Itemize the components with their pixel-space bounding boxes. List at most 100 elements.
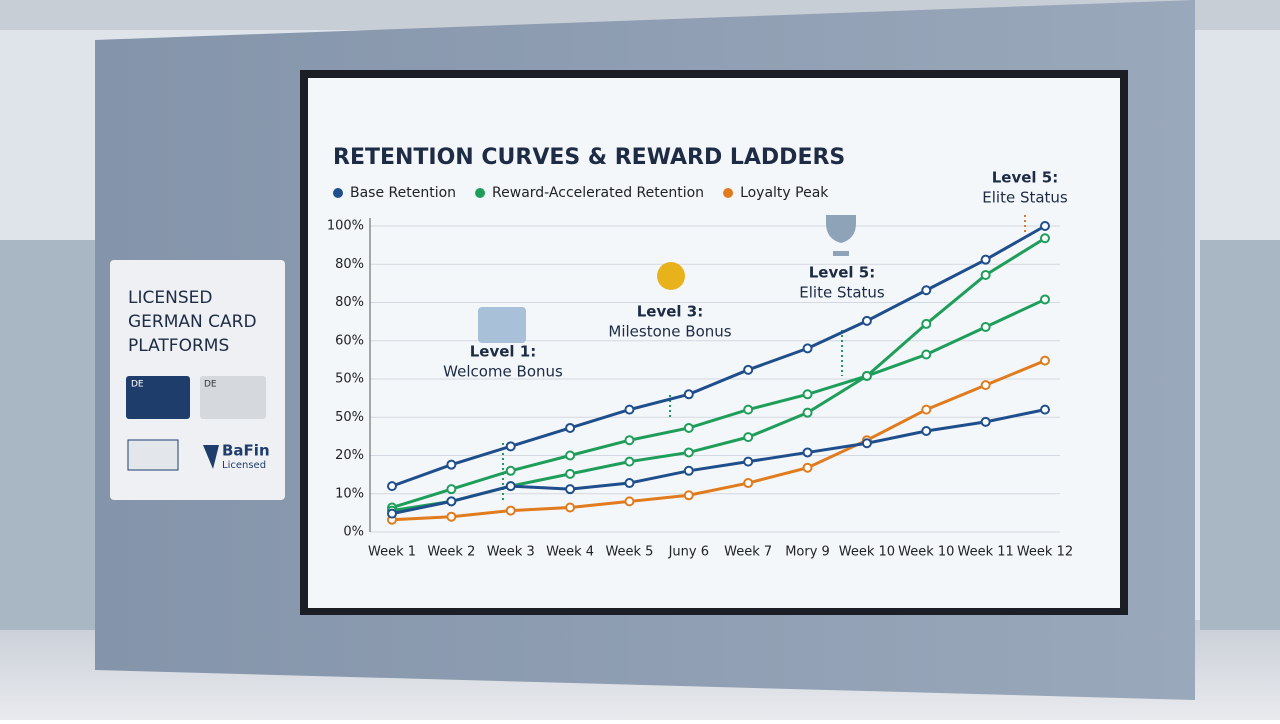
annotation-text: Elite Status [799,284,885,302]
data-point [802,407,813,418]
data-point [683,447,694,458]
data-point [1040,404,1050,415]
data-point [387,508,397,519]
badge-note: Licensed [222,460,266,471]
data-point [1040,233,1050,244]
annotation-text: Welcome Bonus [443,363,563,381]
data-point [624,456,635,467]
legend-marker [333,188,343,198]
legend-marker [475,188,486,198]
badge: BaFin [222,442,270,460]
x-tick-label: Week 10 [898,545,954,560]
card-label: DE [204,380,217,390]
x-tick-label: Week 1 [368,545,416,560]
data-point [980,321,991,332]
x-tick-label: Week 4 [546,545,594,560]
data-point [446,496,457,507]
data-point [505,505,516,516]
series-line [391,359,1046,522]
data-point [802,462,813,473]
data-point [1040,294,1050,305]
data-point [1040,221,1050,231]
data-point [743,404,754,415]
window [0,240,95,630]
data-point [743,456,754,467]
data-point [624,435,635,446]
x-tick-label: Week 5 [605,545,653,560]
data-point [683,422,694,433]
key-icon [478,307,526,343]
data-point [802,389,813,400]
data-point [505,465,516,476]
data-point [861,370,872,381]
card [200,376,266,419]
data-point [683,490,694,501]
data-point [861,438,872,449]
data-point [921,426,932,437]
series-line [391,224,1046,488]
sign-title: LICENSED GERMAN CARD PLATFORMS [128,288,257,356]
data-point [387,481,397,492]
data-point [565,468,576,479]
annotation-text: Milestone Bonus [608,323,731,341]
data-point [565,502,576,513]
y-tick-label: 80% [335,295,364,310]
series-line [391,236,1046,509]
y-tick-label: 50% [335,372,364,387]
y-tick-label: 50% [335,410,364,425]
data-point [921,349,932,360]
data-point [624,478,635,489]
coin-icon [657,262,685,290]
data-point [446,511,457,522]
legend-label: Reward-Accelerated Retention [492,185,704,201]
data-point [980,254,991,265]
x-tick-label: Week 3 [487,545,535,560]
y-tick-label: 80% [335,257,364,272]
x-tick-label: Week 11 [957,545,1013,560]
y-tick-label: 10% [335,486,364,501]
key-icon [127,439,179,471]
data-point [743,432,754,443]
card [126,376,190,419]
annotation-title: Level 3: [637,303,703,321]
x-tick-label: Juny 6 [668,545,709,560]
data-point [565,484,576,495]
data-point [743,478,754,489]
data-point [861,315,872,326]
data-point [921,404,932,415]
legend-label: Base Retention [350,185,456,201]
legend-label: Loyalty Peak [740,185,829,201]
chart-title: RETENTION CURVES & REWARD LADDERS [333,145,845,170]
data-point [624,496,635,507]
x-tick-label: Week 7 [724,545,772,560]
data-point [743,364,754,375]
data-point [505,481,516,492]
data-point [802,343,813,354]
data-point [565,450,576,461]
data-point [980,416,991,427]
series-line [391,408,1046,516]
screen [308,78,1120,608]
data-point [446,484,457,495]
x-tick-label: Mory 9 [785,545,830,560]
data-point [505,441,516,452]
x-tick-label: Week 2 [427,545,475,560]
data-point [624,404,635,415]
y-tick-label: 60% [335,333,364,348]
window [1200,240,1280,630]
data-point [802,447,813,458]
annotation-text: Elite Status [982,189,1068,207]
y-tick-label: 100% [327,219,364,234]
data-point [683,389,694,400]
y-tick-label: 20% [335,448,364,463]
annotation-title: Level 5: [809,264,875,282]
data-point [565,422,576,433]
x-tick-label: Week 12 [1017,545,1073,560]
legend-marker [723,188,734,198]
data-point [683,465,694,476]
trophy-icon [826,215,856,256]
data-point [980,269,991,280]
badge-icon [203,445,219,469]
